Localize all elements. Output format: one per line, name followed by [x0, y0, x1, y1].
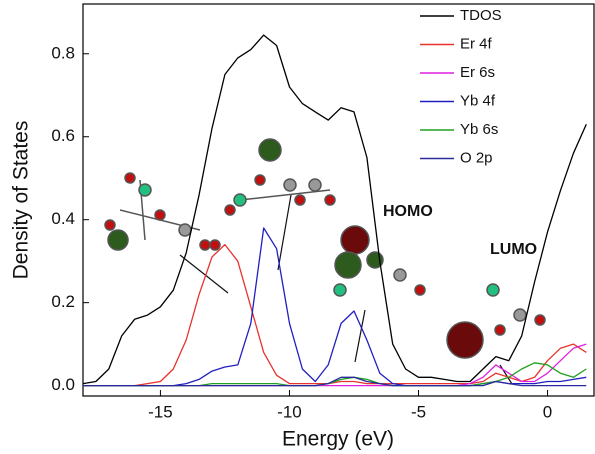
x-axis-title: Energy (eV) [282, 428, 394, 451]
chart: Energy (eV) Density of States HOMO LUMO … [0, 0, 595, 454]
y-axis-title: Density of States [10, 121, 33, 280]
y-tick-label: 0.4 [51, 209, 75, 228]
plot-frame [83, 4, 594, 396]
x-tick-label: -10 [277, 402, 302, 421]
annotation: HOMO [383, 203, 433, 220]
series-line [83, 35, 586, 384]
legend-label: O 2p [460, 149, 493, 166]
legend-label: Yb 6s [460, 121, 498, 138]
y-tick-label: 0.6 [51, 126, 75, 145]
y-tick-label: 0.8 [51, 43, 75, 62]
x-tick-label: -5 [411, 402, 426, 421]
legend-label: Er 4f [460, 35, 493, 52]
legend-label: TDOS [460, 7, 502, 24]
y-tick-label: 0.2 [51, 292, 75, 311]
page: Energy (eV) Density of States HOMO LUMO … [0, 0, 595, 454]
x-tick-label: -15 [148, 402, 173, 421]
legend-label: Yb 4f [460, 92, 496, 109]
series-line [83, 344, 586, 386]
y-tick-label: 0.0 [51, 375, 75, 394]
x-tick-label: 0 [543, 402, 552, 421]
molecule-insets [105, 139, 545, 358]
legend-label: Er 6s [460, 64, 495, 81]
annotation: LUMO [490, 241, 537, 258]
